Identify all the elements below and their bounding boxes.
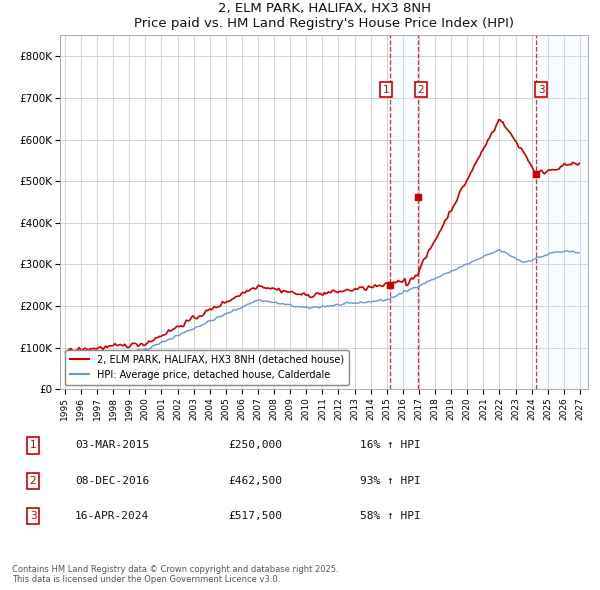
Text: 3: 3 — [538, 84, 544, 94]
Legend: 2, ELM PARK, HALIFAX, HX3 8NH (detached house), HPI: Average price, detached hou: 2, ELM PARK, HALIFAX, HX3 8NH (detached … — [65, 350, 349, 385]
Text: 93% ↑ HPI: 93% ↑ HPI — [360, 476, 421, 486]
Text: 58% ↑ HPI: 58% ↑ HPI — [360, 512, 421, 521]
Text: 3: 3 — [29, 512, 37, 521]
Text: 08-DEC-2016: 08-DEC-2016 — [75, 476, 149, 486]
Text: £250,000: £250,000 — [228, 441, 282, 450]
Text: 2: 2 — [418, 84, 424, 94]
Text: 1: 1 — [383, 84, 389, 94]
Title: 2, ELM PARK, HALIFAX, HX3 8NH
Price paid vs. HM Land Registry's House Price Inde: 2, ELM PARK, HALIFAX, HX3 8NH Price paid… — [134, 2, 514, 30]
Bar — [536, 35, 588, 389]
Text: £462,500: £462,500 — [228, 476, 282, 486]
Text: 03-MAR-2015: 03-MAR-2015 — [75, 441, 149, 450]
Text: 2: 2 — [29, 476, 37, 486]
Text: 16-APR-2024: 16-APR-2024 — [75, 512, 149, 521]
Text: 16% ↑ HPI: 16% ↑ HPI — [360, 441, 421, 450]
Text: Contains HM Land Registry data © Crown copyright and database right 2025.
This d: Contains HM Land Registry data © Crown c… — [12, 565, 338, 584]
Bar — [389, 35, 418, 389]
Text: £517,500: £517,500 — [228, 512, 282, 521]
Text: 1: 1 — [29, 441, 37, 450]
